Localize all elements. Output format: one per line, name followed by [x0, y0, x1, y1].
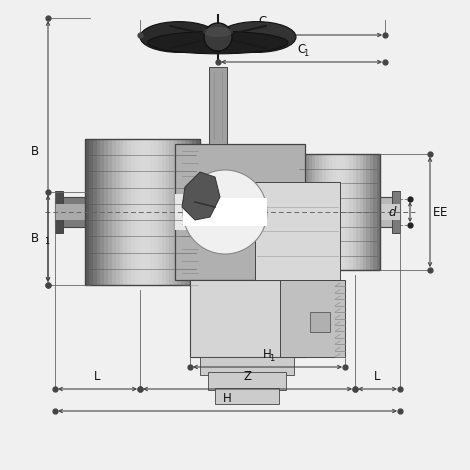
Bar: [112, 139, 116, 285]
Bar: [322, 154, 326, 270]
Bar: [360, 154, 363, 270]
Bar: [104, 139, 109, 285]
Bar: [173, 139, 178, 285]
Bar: [367, 154, 370, 270]
Bar: [154, 139, 158, 285]
Bar: [373, 154, 377, 270]
Bar: [208, 372, 286, 390]
Text: L: L: [94, 370, 101, 383]
Bar: [177, 139, 181, 285]
Bar: [175, 194, 305, 230]
Bar: [55, 191, 63, 233]
Bar: [350, 204, 400, 220]
Bar: [127, 139, 132, 285]
Polygon shape: [182, 172, 220, 220]
Text: H: H: [263, 348, 272, 361]
Text: L: L: [374, 370, 381, 383]
Bar: [336, 154, 340, 270]
Bar: [150, 139, 155, 285]
Text: Z: Z: [243, 370, 251, 383]
Text: E: E: [432, 205, 440, 219]
Bar: [96, 139, 101, 285]
Bar: [165, 139, 170, 285]
Bar: [255, 182, 340, 280]
Bar: [326, 154, 329, 270]
Bar: [181, 139, 185, 285]
Bar: [298, 154, 302, 270]
Bar: [116, 139, 120, 285]
Bar: [332, 154, 337, 270]
Bar: [131, 139, 135, 285]
Bar: [123, 139, 128, 285]
Bar: [309, 154, 313, 270]
Bar: [142, 139, 147, 285]
Bar: [295, 154, 299, 270]
Bar: [215, 388, 279, 404]
Bar: [85, 139, 200, 285]
Bar: [343, 154, 346, 270]
Bar: [346, 154, 350, 270]
Bar: [200, 357, 294, 375]
Bar: [55, 204, 105, 220]
Bar: [93, 139, 97, 285]
Bar: [349, 154, 353, 270]
Ellipse shape: [148, 31, 288, 54]
Bar: [196, 139, 201, 285]
Bar: [162, 139, 166, 285]
Bar: [209, 67, 227, 144]
Text: B: B: [31, 232, 39, 245]
Bar: [329, 154, 333, 270]
Bar: [108, 139, 112, 285]
Text: E: E: [440, 205, 447, 219]
Bar: [175, 144, 305, 280]
Bar: [376, 154, 381, 270]
Bar: [55, 197, 105, 227]
Text: 1: 1: [270, 354, 275, 363]
Circle shape: [204, 23, 232, 51]
Ellipse shape: [203, 27, 233, 37]
Bar: [280, 280, 345, 357]
Bar: [119, 139, 124, 285]
Bar: [302, 154, 306, 270]
Bar: [392, 191, 400, 233]
Bar: [356, 154, 360, 270]
Bar: [188, 139, 193, 285]
Text: d: d: [389, 205, 396, 219]
Bar: [139, 139, 143, 285]
Bar: [353, 154, 357, 270]
Bar: [183, 198, 267, 226]
Bar: [339, 154, 343, 270]
Bar: [310, 312, 330, 332]
Bar: [158, 139, 162, 285]
Bar: [89, 139, 93, 285]
Bar: [185, 139, 189, 285]
Text: C: C: [298, 43, 306, 56]
Bar: [100, 139, 105, 285]
Bar: [85, 139, 89, 285]
Bar: [319, 154, 323, 270]
Bar: [169, 139, 174, 285]
Text: H: H: [223, 392, 232, 405]
Bar: [295, 154, 380, 270]
Bar: [312, 154, 316, 270]
Bar: [363, 154, 367, 270]
Bar: [190, 280, 305, 357]
Circle shape: [183, 170, 267, 254]
Bar: [350, 197, 400, 227]
Text: B: B: [31, 145, 39, 158]
Bar: [305, 154, 309, 270]
Bar: [146, 139, 151, 285]
Text: 1: 1: [304, 49, 309, 58]
Ellipse shape: [218, 22, 296, 52]
Bar: [135, 139, 139, 285]
Text: C: C: [258, 15, 266, 28]
Text: 1: 1: [44, 237, 49, 246]
Ellipse shape: [140, 22, 218, 52]
Bar: [192, 139, 196, 285]
Bar: [315, 154, 319, 270]
Bar: [370, 154, 374, 270]
